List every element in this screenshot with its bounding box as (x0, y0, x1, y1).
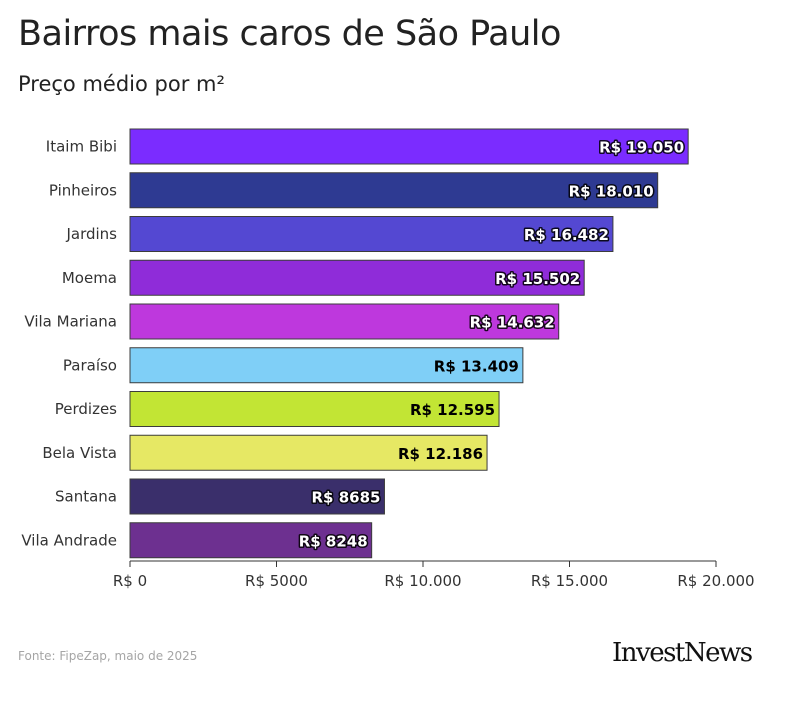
category-label: Perdizes (55, 400, 117, 418)
bar (129, 391, 500, 427)
source-note: Fonte: FipeZap, maio de 2025 (18, 649, 198, 663)
data-label: R$ 16.482 (524, 226, 609, 244)
data-label: R$ 19.050 (599, 139, 684, 157)
x-tick-label: R$ 10.000 (384, 572, 461, 590)
bar (129, 128, 689, 165)
category-label: Itaim Bibi (46, 138, 117, 156)
investnews-logo: InvestNews (612, 638, 753, 668)
bar (129, 172, 659, 209)
bar (129, 434, 488, 471)
x-tick-label: R$ 20.000 (677, 572, 754, 590)
category-label: Vila Andrade (21, 531, 117, 549)
data-label: R$ 13.409 (434, 357, 519, 375)
category-label: Jardins (65, 225, 117, 243)
data-label: R$ 15.502 (495, 270, 580, 288)
category-label: Vila Mariana (24, 313, 117, 331)
category-label: Santana (55, 488, 117, 506)
bar (129, 522, 373, 559)
data-label: R$ 14.632 (470, 314, 555, 332)
bar (129, 347, 524, 384)
x-tick-label: R$ 5000 (245, 572, 308, 590)
category-label: Pinheiros (49, 181, 117, 199)
data-label: R$ 8248 (299, 532, 368, 550)
x-tick-label: R$ 0 (113, 572, 147, 590)
chart-title: Bairros mais caros de São Paulo (18, 14, 561, 54)
x-tick-label: R$ 15.000 (531, 572, 608, 590)
bar (129, 259, 585, 296)
data-label: R$ 12.186 (398, 445, 483, 463)
category-label: Bela Vista (42, 444, 117, 462)
category-label: Moema (62, 269, 117, 287)
data-label: R$ 8685 (312, 489, 381, 507)
category-label: Paraíso (63, 356, 117, 374)
bar (129, 216, 614, 252)
bar (129, 303, 560, 340)
bar (129, 478, 385, 515)
data-label: R$ 12.595 (410, 401, 495, 419)
chart-subtitle: Preço médio por m² (18, 72, 225, 96)
data-label: R$ 18.010 (569, 182, 654, 200)
